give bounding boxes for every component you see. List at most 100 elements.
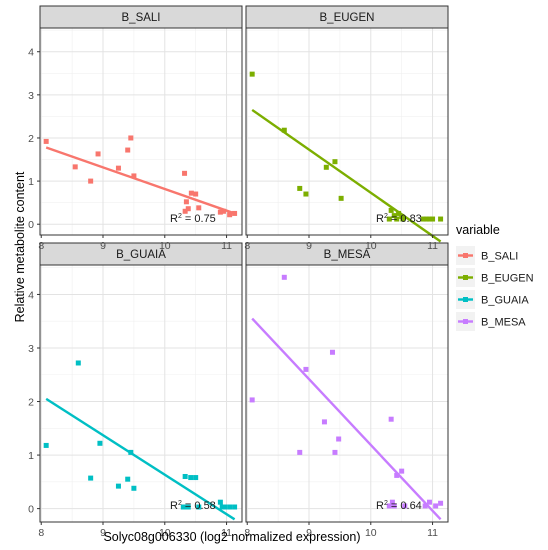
data-point [297, 185, 303, 191]
y-tick-label: 2 [28, 397, 34, 409]
data-point [131, 485, 137, 491]
data-point [115, 483, 121, 489]
y-tick-label: 4 [28, 289, 34, 301]
data-point [222, 504, 228, 510]
data-point [182, 208, 188, 214]
data-point [303, 191, 309, 197]
data-point [400, 216, 406, 222]
panel-background [246, 265, 448, 522]
x-tick-label: 9 [306, 527, 312, 539]
data-point [183, 199, 189, 205]
y-tick-label: 1 [28, 176, 34, 188]
x-tick-label: 11 [221, 240, 232, 252]
data-point [182, 170, 188, 176]
legend-item: B_GUAIA [456, 290, 529, 309]
panel-border [39, 264, 243, 523]
data-point [43, 442, 49, 448]
panel-background [246, 28, 448, 235]
data-point [128, 449, 134, 455]
legend-key-point [463, 275, 468, 280]
data-point [220, 208, 226, 214]
data-point [388, 207, 394, 213]
panel-background [40, 28, 242, 235]
data-point [332, 159, 338, 165]
r-squared-label: R2 = 0.83 [376, 213, 422, 225]
regression-line [251, 317, 442, 521]
data-point [188, 190, 194, 196]
data-point [438, 216, 444, 222]
data-point [399, 468, 405, 474]
data-point [422, 503, 428, 509]
legend-item: B_MESA [456, 312, 526, 331]
data-point [281, 274, 287, 280]
legend-title: variable [456, 223, 500, 237]
r-squared-label: R2 = 0.64 [376, 500, 422, 512]
data-point [388, 416, 394, 422]
data-point [396, 210, 402, 216]
data-point [232, 504, 238, 510]
data-point [332, 449, 338, 455]
data-point [182, 473, 188, 479]
data-point [88, 475, 94, 481]
legend-key-point [463, 297, 468, 302]
data-point [193, 191, 199, 197]
x-tick-label: 10 [159, 527, 171, 539]
y-tick-label: 1 [28, 450, 34, 462]
panels-layer: B_SALI R2 = 0.75 B_EUGEN R2 = 0.83 B_GUAIA R2… [39, 5, 449, 523]
facet-strip-label: B_SALI [122, 12, 161, 24]
data-point [72, 164, 78, 170]
data-point [402, 503, 408, 509]
y-tick-label: 2 [28, 133, 34, 145]
legend-label: B_MESA [481, 317, 526, 329]
y-tick-label: 4 [28, 47, 34, 59]
x-tick-label: 9 [306, 240, 312, 252]
x-tick-label: 11 [427, 240, 438, 252]
data-point [125, 147, 131, 153]
data-point [303, 366, 309, 372]
x-tick-label: 9 [100, 527, 106, 539]
data-point [196, 205, 202, 211]
data-point [249, 397, 255, 403]
facet-strip-label: B_MESA [324, 249, 371, 261]
legend-item: B_EUGEN [456, 268, 534, 287]
facet-panel-b-sali: B_SALI R2 = 0.75 [39, 5, 243, 236]
data-point [394, 472, 400, 478]
data-point [217, 209, 223, 215]
facet-panel-b-eugen: B_EUGEN R2 = 0.83 [245, 5, 449, 243]
data-point [185, 504, 191, 510]
data-point [336, 436, 342, 442]
x-tick-label: 10 [365, 527, 377, 539]
data-point [426, 499, 432, 505]
legend-label: B_GUAIA [481, 295, 529, 307]
legend-key-point [463, 253, 468, 258]
legend-key-point [463, 319, 468, 324]
x-tick-label: 11 [427, 527, 438, 539]
data-point [131, 173, 137, 179]
data-point [420, 216, 426, 222]
data-point [426, 216, 432, 222]
data-point [297, 449, 303, 455]
y-axis-title: Relative metabolite content [13, 171, 27, 322]
data-point [193, 475, 199, 481]
x-tick-label: 10 [365, 240, 377, 252]
panel-border [245, 264, 449, 523]
panel-background [40, 265, 242, 522]
legend-label: B_SALI [481, 251, 518, 263]
data-point [249, 71, 255, 77]
data-point [391, 213, 397, 219]
legend-item: B_SALI [456, 246, 518, 265]
data-point [391, 503, 397, 509]
x-tick-label: 9 [100, 240, 106, 252]
data-point [75, 360, 81, 366]
y-tick-label: 0 [28, 504, 34, 516]
r-squared-label: R2 = 0.75 [170, 213, 216, 225]
data-point [188, 475, 194, 481]
legend-items: B_SALI B_EUGEN B_GUAIA B_MESA [456, 246, 534, 331]
data-point [232, 210, 238, 216]
data-point [321, 419, 327, 425]
facet-panel-b-guaia: B_GUAIA R2 = 0.58 [39, 242, 243, 523]
data-point [227, 212, 233, 218]
data-point [438, 500, 444, 506]
x-tick-label: 11 [221, 527, 232, 539]
